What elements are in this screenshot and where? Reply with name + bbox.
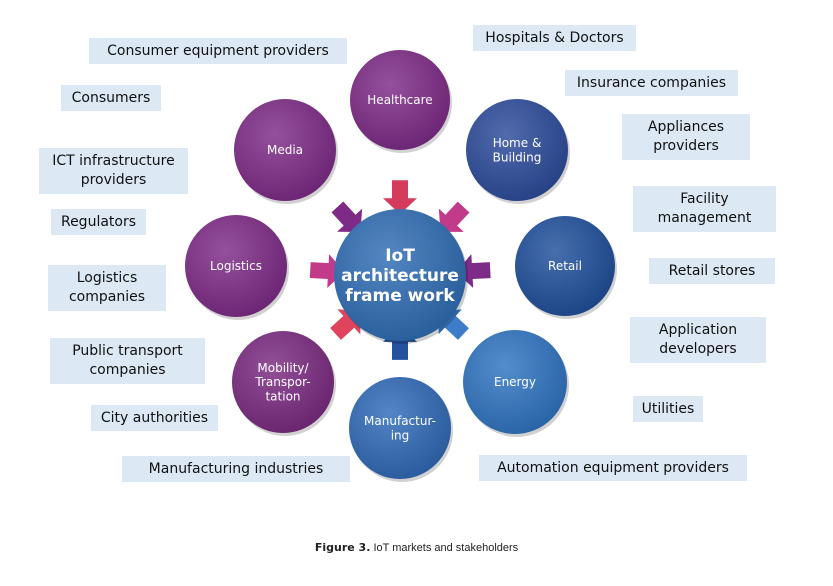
- retail-circle: [515, 216, 615, 316]
- energy-label: Energy: [494, 375, 536, 389]
- healthcare-circle: [350, 50, 450, 150]
- stakeholder-ict: ICT infrastructure providers: [39, 148, 188, 194]
- stakeholder-retail-stores: Retail stores: [649, 258, 775, 284]
- media-label: Media: [267, 143, 303, 157]
- figure-caption: Figure 3. IoT markets and stakeholders: [0, 541, 833, 554]
- home-building-circle: [466, 99, 568, 201]
- market-manufacturing: Manufactur-ing: [349, 377, 453, 482]
- mobility-label-line-2: Transpor-: [254, 375, 310, 389]
- mobility-circle: [232, 331, 334, 433]
- healthcare-arrow: [383, 180, 417, 215]
- mobility-label-line-1: Mobility/: [257, 361, 309, 375]
- center-title-line-2: architecture: [341, 266, 459, 286]
- manufacturing-label-line-1: Manufactur-: [364, 414, 436, 428]
- stakeholder-regulators: Regulators: [51, 209, 146, 235]
- market-home-building: Home &Building: [466, 99, 570, 204]
- home-building-arrow: [438, 201, 470, 232]
- center-title-line-3: frame work: [345, 286, 455, 306]
- stakeholder-automation: Automation equipment providers: [479, 455, 747, 481]
- stakeholder-consumers: Consumers: [61, 85, 161, 111]
- stakeholder-manufacturing-industries: Manufacturing industries: [122, 456, 350, 482]
- market-mobility: Mobility/Transpor-tation: [232, 331, 336, 436]
- healthcare-label: Healthcare: [367, 93, 432, 107]
- media-circle: [234, 99, 336, 201]
- retail-label: Retail: [548, 259, 582, 273]
- home-building-label-line-1: Home &: [493, 136, 542, 150]
- market-media: Media: [234, 99, 338, 204]
- market-healthcare: Healthcare: [350, 50, 452, 153]
- media-arrow: [331, 201, 363, 232]
- home-building-label-line-2: Building: [493, 150, 542, 164]
- logistics-label: Logistics: [210, 259, 262, 273]
- stakeholder-city-authorities: City authorities: [91, 405, 218, 431]
- stakeholder-public-transport: Public transport companies: [50, 338, 205, 384]
- stakeholder-consumer-equipment: Consumer equipment providers: [89, 38, 347, 64]
- stakeholder-app-developers: Application developers: [630, 317, 766, 363]
- center-circle: [334, 209, 466, 341]
- stakeholder-insurance: Insurance companies: [565, 70, 738, 96]
- media-arrow-shape: [331, 201, 363, 232]
- stakeholder-hospitals: Hospitals & Doctors: [473, 25, 636, 51]
- figure-label: Figure 3.: [314, 541, 371, 554]
- home-building-arrow-shape: [438, 201, 470, 232]
- market-energy: Energy: [463, 330, 569, 437]
- mobility-label-line-3: tation: [265, 389, 300, 403]
- market-logistics: Logistics: [185, 215, 289, 320]
- stakeholder-utilities: Utilities: [633, 396, 703, 422]
- center-title-line-1: IoT: [385, 246, 415, 266]
- stakeholder-facility: Facility management: [633, 186, 776, 232]
- logistics-circle: [185, 215, 287, 317]
- figure-caption-text: IoT markets and stakeholders: [373, 542, 519, 554]
- stakeholder-logistics-companies: Logistics companies: [48, 265, 166, 311]
- healthcare-arrow-shape: [383, 180, 417, 215]
- market-nodes: Healthcare Home &Building Retail Energy Manu…: [185, 50, 617, 482]
- manufacturing-label-line-2: ing: [391, 428, 410, 442]
- stakeholder-appliances: Appliances providers: [622, 114, 750, 160]
- market-retail: Retail: [515, 216, 617, 319]
- energy-circle: [463, 330, 567, 434]
- manufacturing-circle: [349, 377, 451, 479]
